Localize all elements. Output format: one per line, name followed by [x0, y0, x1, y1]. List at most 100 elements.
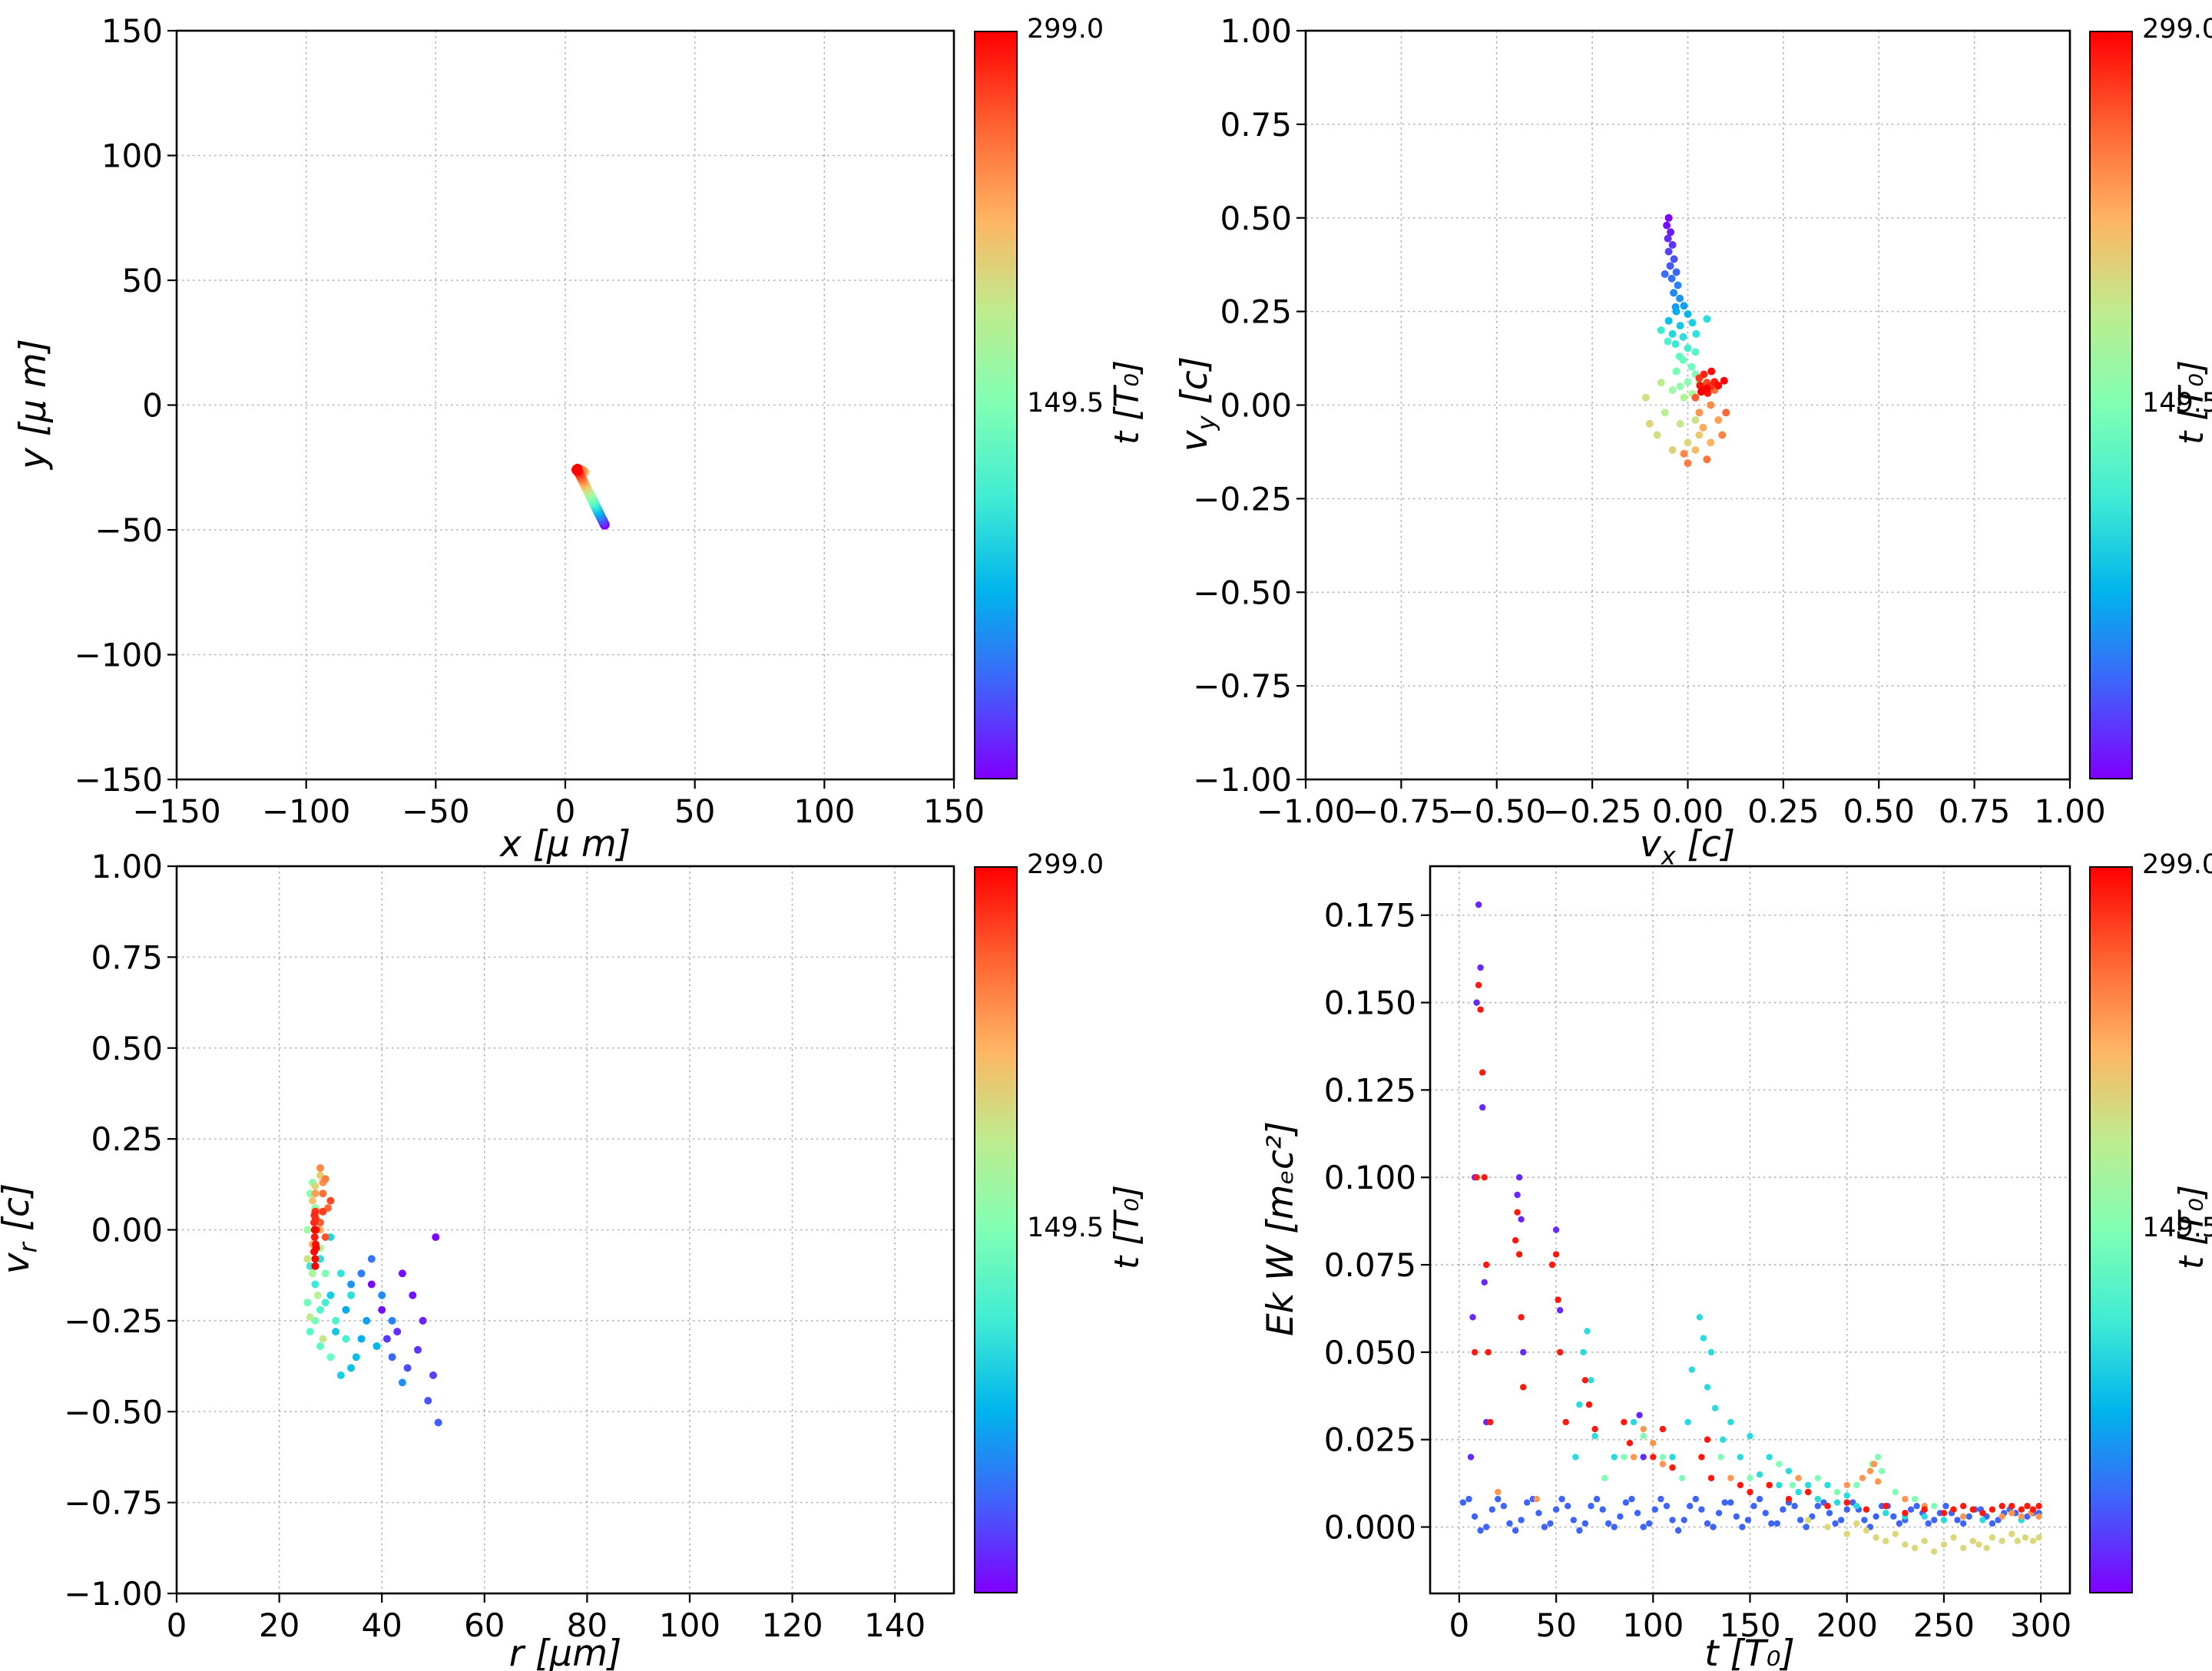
data-point [1931, 1517, 1938, 1524]
data-point [347, 1364, 356, 1372]
data-point [1518, 1517, 1525, 1524]
data-point [1931, 1503, 1938, 1510]
data-point [1795, 1474, 1802, 1482]
y-tick-label: −150 [75, 761, 163, 799]
data-point [1698, 1506, 1705, 1513]
ylabel-vxvy: vy [c] [1174, 356, 1221, 452]
data-point [1766, 1481, 1773, 1489]
data-point [1668, 240, 1677, 249]
data-point [1843, 1481, 1850, 1489]
data-point [1902, 1495, 1909, 1503]
data-point [1555, 1296, 1561, 1303]
y-tick-label: −0.75 [1193, 667, 1292, 705]
data-point [1940, 1510, 1948, 1517]
data-point [1628, 1495, 1635, 1503]
data-point [1696, 1314, 1704, 1321]
data-point [1518, 1314, 1525, 1321]
panel-ekw: 0 50 100 150 200 250 300 0.000 0.025 0.050 0.075 0.… [1324, 865, 2071, 1644]
data-point [1750, 1503, 1757, 1510]
data-point [1565, 1503, 1571, 1510]
ylabel-rvr: vr [c] [0, 1037, 42, 1421]
data-point [388, 1353, 396, 1362]
data-point [1717, 1454, 1724, 1461]
data-point [1477, 964, 1484, 971]
data-point [1768, 1520, 1775, 1527]
data-point [1670, 255, 1678, 263]
data-point [1866, 1468, 1874, 1474]
data-point [1668, 329, 1677, 338]
xlabel-ekw-text: t [T₀] [1704, 1633, 1795, 1671]
data-point [2018, 1513, 2025, 1520]
data-point [1826, 1510, 1833, 1517]
data-point [1477, 1006, 1484, 1013]
data-point [1691, 446, 1700, 454]
data-point [1699, 423, 1707, 432]
data-point [1874, 1478, 1882, 1485]
data-point [1721, 1499, 1728, 1506]
data-point [1471, 1513, 1479, 1520]
data-point [310, 1211, 319, 1219]
data-point [1832, 1520, 1839, 1527]
data-point [1459, 1499, 1467, 1506]
data-point [1859, 1474, 1866, 1482]
data-point [1843, 1506, 1850, 1513]
data-point [1659, 1425, 1667, 1433]
data-point [1814, 1503, 1821, 1510]
data-point [1471, 1348, 1479, 1356]
data-point [414, 1345, 422, 1354]
y-tick-label: 1.00 [1220, 12, 1292, 50]
data-point [378, 1305, 386, 1314]
data-point [429, 1371, 437, 1379]
data-point [1892, 1488, 1899, 1496]
data-point [321, 1299, 329, 1307]
data-point [1581, 1377, 1589, 1384]
data-point [1942, 1503, 1949, 1510]
data-point [1837, 1517, 1845, 1524]
data-point [357, 1335, 366, 1343]
data-point [1495, 1495, 1502, 1503]
data-point [1663, 1503, 1671, 1510]
data-point [1950, 1506, 1957, 1513]
data-point [1747, 1432, 1753, 1440]
data-point [1558, 1495, 1565, 1503]
data-point [1475, 981, 1482, 989]
colorbar-label: t [T₀] [2172, 1184, 2211, 1270]
data-point [1671, 340, 1680, 348]
data-point [1853, 1520, 1860, 1527]
data-point [1824, 1524, 1831, 1530]
y-tick-label: 0.50 [91, 1030, 163, 1067]
x-tick-label: 150 [1719, 1606, 1780, 1644]
data-point [342, 1335, 350, 1343]
data-point [1803, 1524, 1810, 1530]
data-point [1687, 362, 1696, 371]
data-point [1481, 1174, 1488, 1181]
data-point [1640, 1454, 1647, 1461]
panel-xy: −150 −100 −50 0 50 100 150 −150 −100 −50 0 50 100 150 [75, 12, 985, 830]
data-point [1669, 1454, 1676, 1461]
y-tick-label: 0.050 [1324, 1334, 1416, 1372]
data-point [311, 1280, 320, 1289]
y-tick-label: 50 [122, 262, 163, 299]
x-tick-label: 100 [793, 792, 855, 830]
data-point [1552, 1226, 1560, 1233]
ylabel-ekw-text: Ek W [mₑc²] [1260, 1121, 1302, 1337]
data-point [310, 1219, 318, 1226]
data-point [316, 1164, 324, 1172]
data-point [1960, 1513, 1967, 1520]
data-point [1773, 1520, 1780, 1527]
data-point [1965, 1513, 1972, 1520]
xlabel-vxvy-text: v [1639, 823, 1661, 865]
data-point [1692, 1495, 1699, 1503]
data-point [1520, 1384, 1527, 1391]
y-tick-label: 0.125 [1324, 1071, 1416, 1109]
data-point [434, 1418, 442, 1427]
colorbar-xy [974, 31, 1018, 779]
data-point [1703, 384, 1711, 392]
ylabel-rvr-text: v [0, 1252, 38, 1274]
data-point [1715, 1510, 1723, 1517]
data-point [1518, 1216, 1525, 1223]
data-point [1998, 1513, 2005, 1520]
data-point [1672, 367, 1681, 376]
data-point [1870, 1461, 1878, 1468]
data-point [1687, 1503, 1694, 1510]
